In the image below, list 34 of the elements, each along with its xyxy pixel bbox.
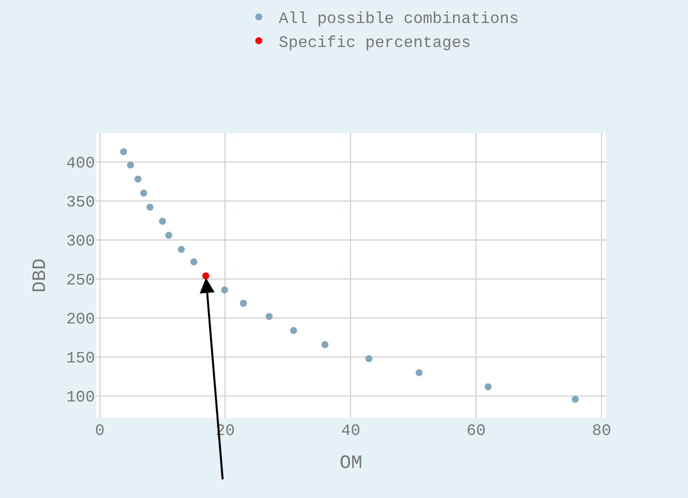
- point: [127, 162, 134, 169]
- point: [190, 258, 198, 266]
- y-tick-label: 400: [66, 154, 95, 172]
- y-tick-label: 250: [66, 272, 95, 290]
- y-tick-label: 350: [66, 194, 95, 212]
- point: [240, 300, 247, 307]
- point: [158, 218, 166, 225]
- point: [416, 369, 423, 376]
- point: [202, 272, 210, 280]
- point: [140, 190, 148, 197]
- point: [572, 396, 579, 403]
- point: [266, 312, 273, 320]
- point: [321, 341, 328, 348]
- point: [484, 383, 492, 390]
- y-tick-label: 100: [66, 388, 95, 407]
- x-tick-label: 60: [466, 422, 486, 440]
- x-tick-label: 40: [341, 422, 360, 440]
- legend-label: All possible combinations: [278, 10, 519, 28]
- point: [120, 148, 128, 156]
- x-tick-label: 0: [94, 422, 105, 440]
- point: [365, 355, 372, 362]
- x-tick-label: 80: [592, 422, 612, 440]
- point: [165, 232, 172, 239]
- point: [134, 176, 142, 183]
- y-tick-label: 150: [66, 350, 95, 368]
- point: [146, 204, 154, 211]
- point: [290, 327, 298, 334]
- point: [221, 286, 228, 294]
- legend-label: Specific percentages: [278, 34, 471, 52]
- point: [178, 246, 185, 253]
- x-axis-title: OM: [340, 452, 362, 474]
- y-axis-title: DBD: [29, 258, 52, 293]
- y-tick-label: 200: [66, 310, 95, 329]
- y-tick-label: 300: [66, 232, 95, 251]
